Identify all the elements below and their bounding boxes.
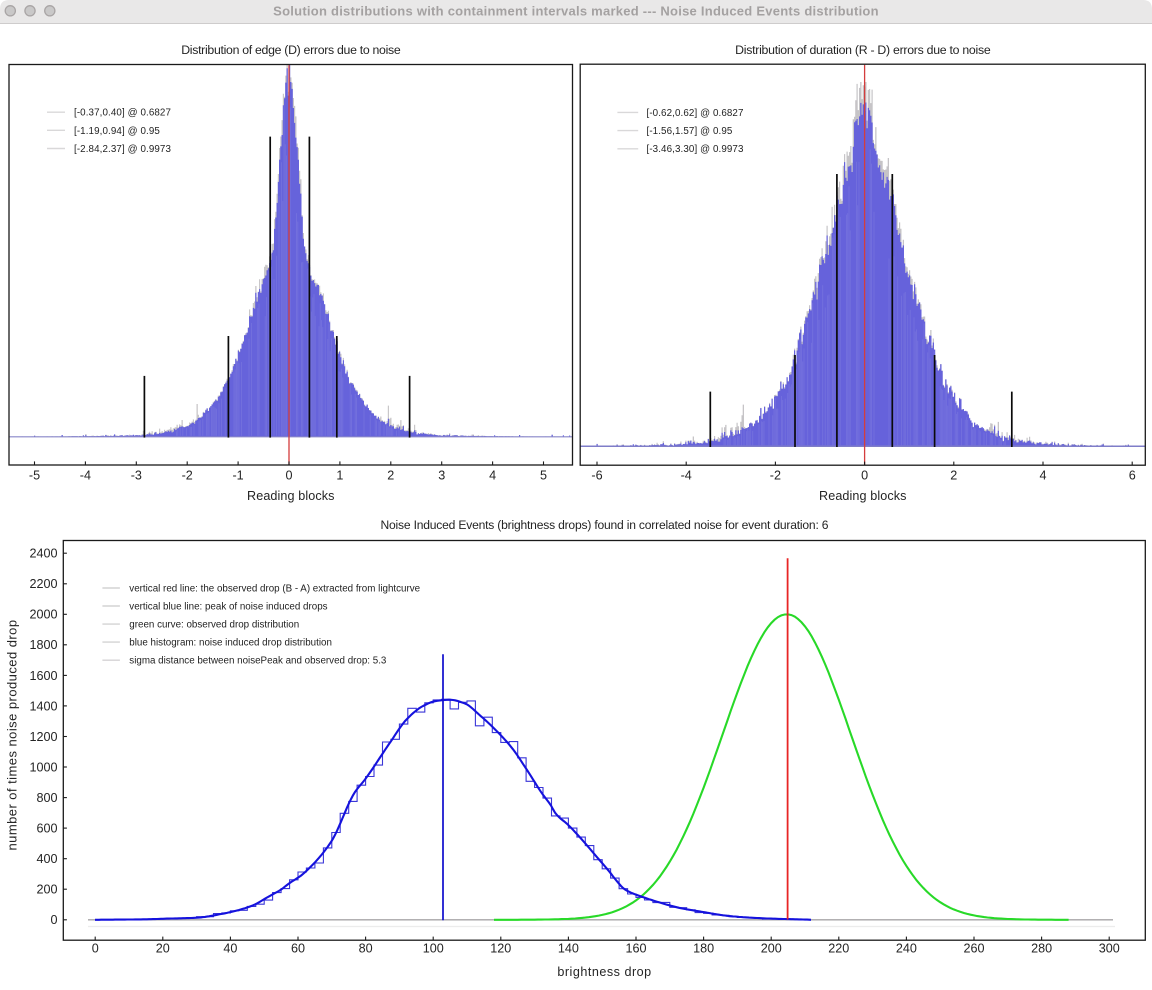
svg-text:2: 2: [950, 469, 957, 483]
svg-text:Noise Induced Events (brightne: Noise Induced Events (brightness drops) …: [380, 518, 828, 532]
svg-text:1200: 1200: [29, 730, 57, 744]
svg-text:20: 20: [156, 942, 170, 956]
svg-text:3: 3: [438, 469, 445, 483]
svg-text:vertical red line: the observe: vertical red line: the observed drop (B …: [129, 583, 420, 594]
svg-text:vertical blue line: peak of no: vertical blue line: peak of noise induce…: [129, 601, 327, 612]
svg-text:0: 0: [861, 469, 868, 483]
svg-text:140: 140: [558, 942, 579, 956]
svg-text:0: 0: [285, 469, 292, 483]
svg-text:-2: -2: [770, 469, 781, 483]
svg-text:blue histogram: noise induced: blue histogram: noise induced drop distr…: [129, 638, 332, 649]
svg-text:[-0.37,0.40] @ 0.6827: [-0.37,0.40] @ 0.6827: [74, 108, 171, 119]
svg-text:300: 300: [1099, 942, 1120, 956]
svg-text:120: 120: [490, 942, 511, 956]
svg-text:[-1.56,1.57] @ 0.95: [-1.56,1.57] @ 0.95: [647, 126, 733, 137]
svg-text:[-1.19,0.94] @ 0.95: [-1.19,0.94] @ 0.95: [74, 126, 160, 137]
svg-text:4: 4: [1039, 469, 1046, 483]
svg-text:260: 260: [963, 942, 984, 956]
svg-text:4: 4: [489, 469, 496, 483]
svg-text:100: 100: [423, 942, 444, 956]
svg-text:2: 2: [387, 469, 394, 483]
svg-text:200: 200: [36, 883, 57, 897]
svg-text:-3: -3: [131, 469, 142, 483]
svg-text:180: 180: [693, 942, 714, 956]
svg-text:-2: -2: [182, 469, 193, 483]
svg-text:2200: 2200: [29, 577, 57, 591]
svg-text:1800: 1800: [29, 638, 57, 652]
svg-text:Reading blocks: Reading blocks: [247, 489, 335, 503]
svg-text:200: 200: [761, 942, 782, 956]
svg-text:40: 40: [223, 942, 237, 956]
svg-text:600: 600: [36, 822, 57, 836]
svg-text:-4: -4: [80, 469, 91, 483]
svg-text:-5: -5: [29, 469, 40, 483]
svg-text:2400: 2400: [29, 547, 57, 561]
svg-text:Distribution of edge (D) error: Distribution of edge (D) errors due to n…: [181, 43, 401, 57]
svg-text:160: 160: [625, 942, 646, 956]
svg-text:1: 1: [336, 469, 343, 483]
svg-text:1600: 1600: [29, 669, 57, 683]
svg-text:Solution distributions with co: Solution distributions with containment …: [273, 4, 879, 19]
svg-text:5: 5: [540, 469, 547, 483]
svg-text:60: 60: [291, 942, 305, 956]
svg-text:[-0.62,0.62] @ 0.6827: [-0.62,0.62] @ 0.6827: [647, 108, 744, 119]
svg-text:green curve: observed drop dis: green curve: observed drop distribution: [129, 620, 299, 631]
svg-text:240: 240: [896, 942, 917, 956]
svg-text:80: 80: [359, 942, 373, 956]
svg-text:800: 800: [36, 791, 57, 805]
svg-text:0: 0: [50, 913, 57, 927]
svg-text:brightness drop: brightness drop: [557, 965, 651, 979]
svg-text:Reading blocks: Reading blocks: [819, 489, 907, 503]
svg-text:400: 400: [36, 852, 57, 866]
svg-text:number of times noise produced: number of times noise produced drop: [5, 619, 20, 850]
svg-text:1400: 1400: [29, 699, 57, 713]
svg-text:-1: -1: [232, 469, 243, 483]
svg-text:220: 220: [828, 942, 849, 956]
svg-text:6: 6: [1129, 469, 1136, 483]
svg-text:-4: -4: [681, 469, 692, 483]
svg-text:0: 0: [92, 942, 99, 956]
svg-text:[-3.46,3.30] @ 0.9973: [-3.46,3.30] @ 0.9973: [647, 144, 744, 155]
svg-text:1000: 1000: [29, 760, 57, 774]
svg-text:[-2.84,2.37] @ 0.9973: [-2.84,2.37] @ 0.9973: [74, 144, 171, 155]
svg-text:Distribution of duration (R -: Distribution of duration (R - D) errors …: [735, 43, 991, 57]
svg-text:280: 280: [1031, 942, 1052, 956]
svg-text:sigma distance between noisePe: sigma distance between noisePeak and obs…: [129, 656, 387, 667]
svg-text:-6: -6: [591, 469, 602, 483]
svg-text:2000: 2000: [29, 608, 57, 622]
